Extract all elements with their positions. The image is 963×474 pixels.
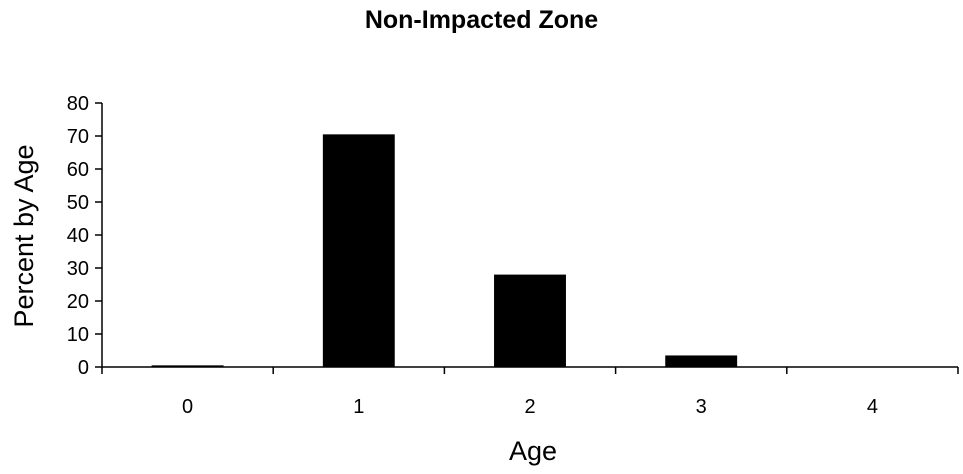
y-tick-label: 60 xyxy=(67,159,89,181)
x-tick-label: 2 xyxy=(524,396,535,418)
bar-age-0 xyxy=(151,365,224,367)
bar-age-3 xyxy=(665,355,738,367)
x-ticks-group: 0 1 2 3 4 xyxy=(101,367,959,418)
y-tick-label: 70 xyxy=(67,126,89,148)
x-tick-label: 3 xyxy=(696,396,707,418)
y-tick-label: 30 xyxy=(67,258,89,280)
y-ticks-group: 0 10 20 30 40 50 60 70 80 xyxy=(67,93,102,379)
y-tick-label: 10 xyxy=(67,324,89,346)
y-tick-label: 20 xyxy=(67,291,89,313)
x-tick-label: 4 xyxy=(867,396,878,418)
bars-group xyxy=(151,134,738,367)
y-tick-label: 80 xyxy=(67,93,89,115)
bar-age-1 xyxy=(322,134,395,367)
y-tick-label: 0 xyxy=(78,357,89,379)
x-tick-label: 0 xyxy=(182,396,193,418)
chart-title: Non-Impacted Zone xyxy=(364,6,599,34)
x-tick-label: 1 xyxy=(353,396,364,418)
bar-age-2 xyxy=(494,274,566,367)
y-tick-label: 50 xyxy=(67,192,89,214)
x-axis-label: Age xyxy=(509,436,557,466)
y-tick-label: 40 xyxy=(67,225,89,247)
y-axis-label: Percent by Age xyxy=(9,144,39,327)
